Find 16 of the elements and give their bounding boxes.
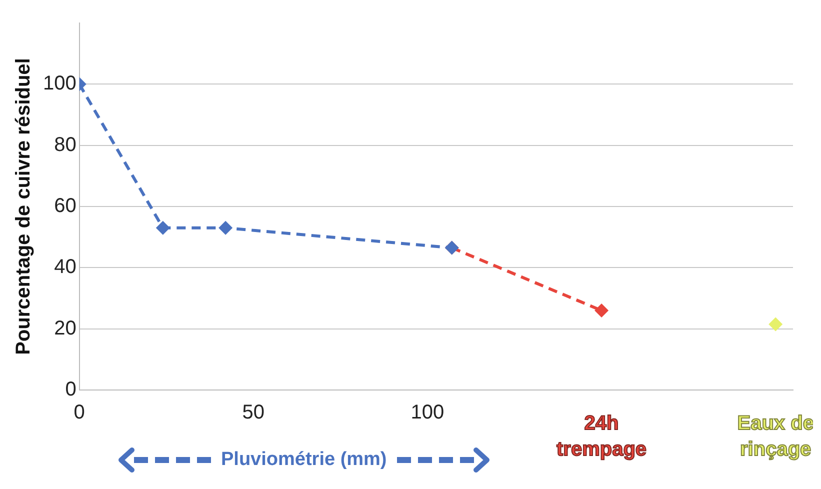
x-tick-label: 50 [242,402,265,424]
point [156,220,170,235]
point [768,317,783,332]
x-tick-label: 100 [410,402,444,424]
y-tick-label: 100 [42,72,76,95]
y-axis-title: Pourcentage de cuivre résiduel [12,58,35,355]
y-tick-label: 40 [54,256,76,278]
x-axis-title: Pluviométrie (mm) [221,449,387,471]
y-tick-label: 20 [54,317,76,340]
point [594,303,609,318]
text: Eaux de rinçage [737,412,814,461]
y-tick-label: 60 [54,195,76,218]
text: 24h trempage [556,412,647,461]
y-tick-label: 80 [54,134,76,156]
y-tick-label: 0 [65,378,76,401]
point [218,220,233,235]
